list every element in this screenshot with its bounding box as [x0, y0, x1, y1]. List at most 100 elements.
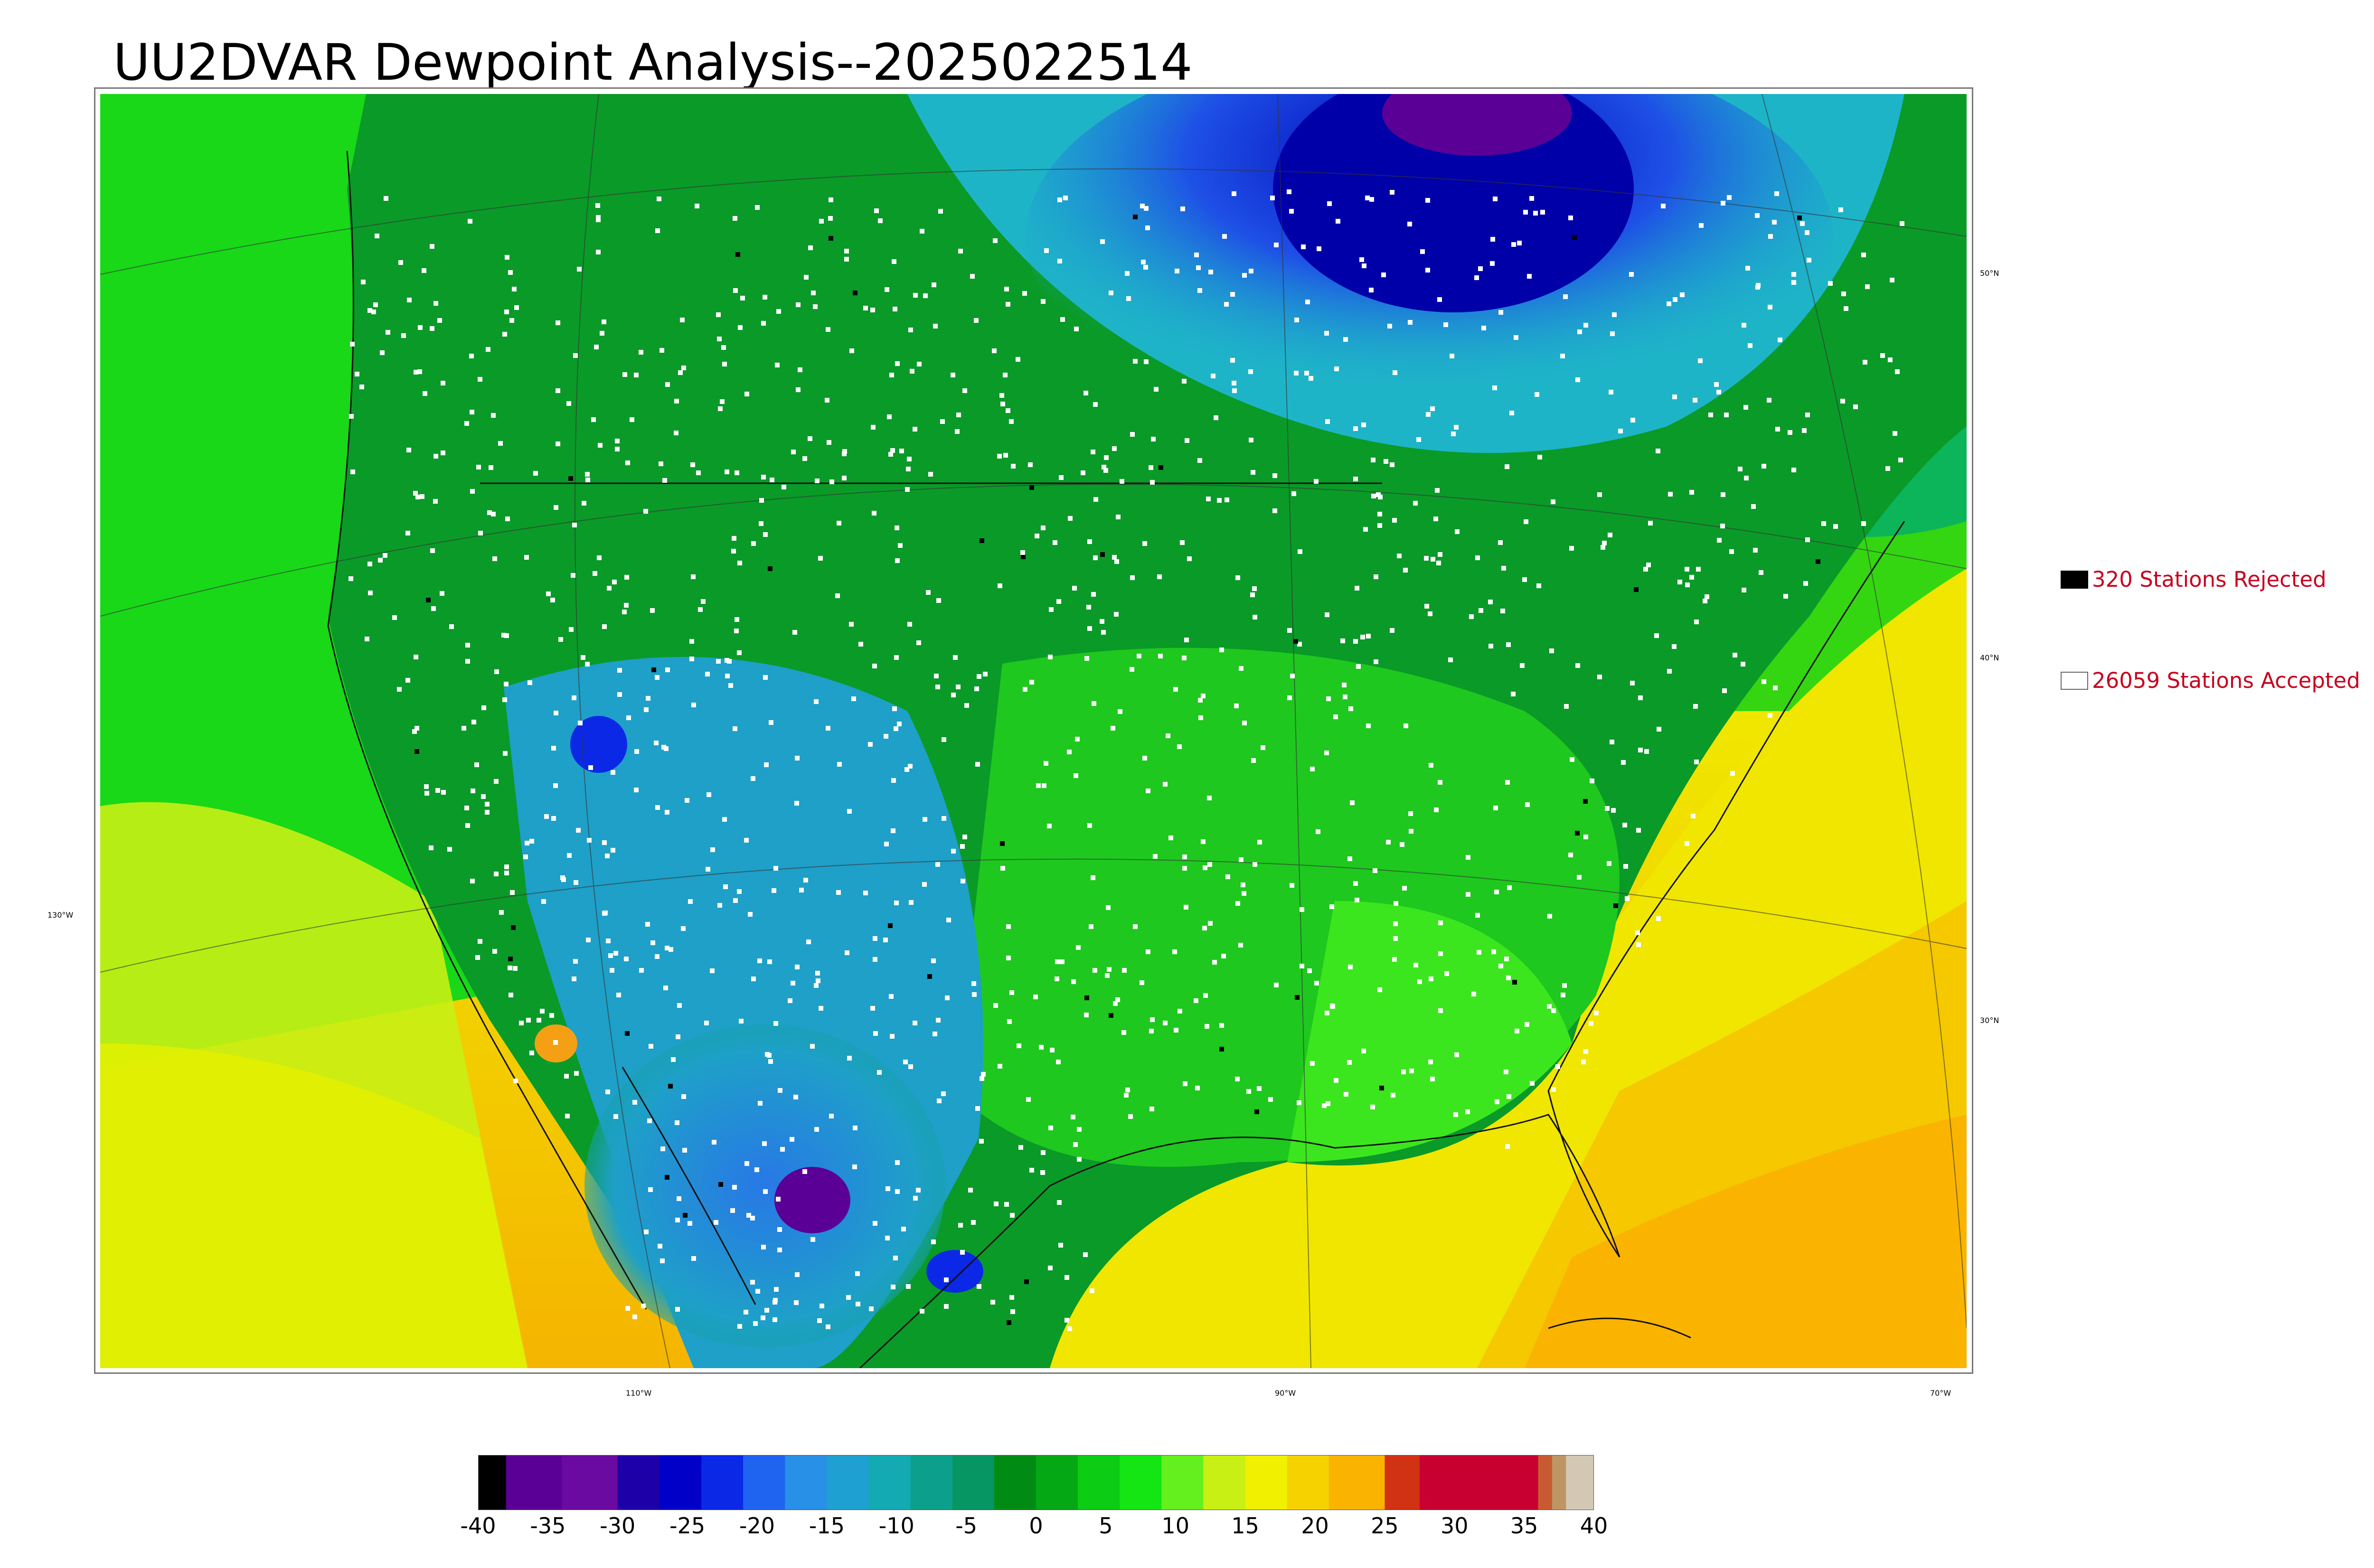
- accepted-station-marker: [671, 1057, 676, 1062]
- accepted-station-marker: [1377, 523, 1382, 528]
- accepted-station-marker: [504, 633, 509, 638]
- accepted-station-marker: [1202, 926, 1207, 930]
- accepted-station-marker: [764, 1308, 769, 1313]
- accepted-station-marker: [365, 637, 369, 641]
- accepted-station-marker: [863, 306, 868, 310]
- accepted-station-marker: [1083, 391, 1088, 395]
- colorbar-segment: [1245, 1455, 1288, 1510]
- accepted-station-marker: [1310, 1061, 1315, 1066]
- accepted-station-marker: [870, 308, 875, 312]
- accepted-station-marker: [1890, 278, 1894, 282]
- accepted-station-marker: [1343, 695, 1347, 699]
- accepted-station-marker: [647, 1118, 652, 1123]
- rejected-station-marker: [1084, 995, 1089, 1000]
- accepted-station-marker: [1287, 695, 1292, 700]
- accepted-station-marker: [774, 1287, 779, 1292]
- accepted-station-marker: [1195, 1086, 1200, 1090]
- rejected-station-marker: [1159, 465, 1163, 470]
- accepted-station-marker: [494, 779, 499, 784]
- accepted-station-marker: [1438, 920, 1443, 925]
- accepted-station-marker: [1530, 1081, 1535, 1086]
- accepted-station-marker: [1251, 758, 1256, 763]
- accepted-station-marker: [1490, 261, 1495, 266]
- colorbar-segment: [617, 1455, 660, 1510]
- accepted-station-marker: [1356, 664, 1361, 669]
- accepted-station-marker: [554, 505, 558, 510]
- accepted-station-marker: [1287, 189, 1291, 194]
- accepted-station-marker: [464, 806, 469, 810]
- lon-label-90: 90°W: [1275, 1389, 1296, 1398]
- accepted-station-marker: [746, 1213, 751, 1218]
- accepted-station-marker: [883, 938, 888, 942]
- accepted-station-marker: [953, 655, 958, 660]
- accepted-station-marker: [420, 494, 424, 499]
- accepted-station-marker: [895, 1160, 900, 1165]
- accepted-station-marker: [1111, 726, 1115, 731]
- accepted-station-marker: [487, 510, 492, 515]
- accepted-station-marker: [1009, 1295, 1014, 1300]
- accepted-station-marker: [1163, 782, 1168, 787]
- accepted-station-marker: [1183, 1081, 1187, 1086]
- lon-label-110: 110°W: [626, 1389, 652, 1398]
- accepted-station-marker: [1424, 556, 1429, 561]
- accepted-station-marker: [465, 823, 470, 828]
- accepted-station-marker: [1762, 464, 1766, 469]
- accepted-station-marker: [873, 1221, 877, 1226]
- colorbar-tick-label: -40: [460, 1513, 496, 1539]
- accepted-station-marker: [1549, 648, 1554, 653]
- accepted-station-marker: [1527, 274, 1532, 279]
- accepted-station-marker: [794, 1300, 799, 1305]
- accepted-station-marker: [415, 726, 419, 731]
- accepted-station-marker: [1753, 548, 1758, 553]
- accepted-station-marker: [870, 1006, 875, 1011]
- accepted-station-marker: [773, 1021, 778, 1026]
- accepted-station-marker: [776, 1197, 781, 1202]
- accepted-station-marker: [1225, 498, 1229, 502]
- accepted-station-marker: [975, 1106, 980, 1111]
- accepted-station-marker: [368, 591, 373, 595]
- accepted-station-marker: [894, 726, 898, 731]
- accepted-station-marker: [1334, 1078, 1338, 1083]
- accepted-station-marker: [695, 204, 699, 208]
- accepted-station-marker: [725, 658, 729, 663]
- accepted-station-marker: [1353, 426, 1358, 431]
- accepted-station-marker: [1821, 521, 1826, 526]
- colorbar-segment: [1036, 1455, 1078, 1510]
- rejected-station-marker: [1512, 980, 1517, 985]
- accepted-station-marker: [829, 197, 833, 202]
- accepted-station-marker: [1570, 757, 1574, 762]
- accepted-station-marker: [613, 1114, 618, 1119]
- accepted-station-marker: [1112, 555, 1117, 560]
- accepted-station-marker: [504, 310, 509, 314]
- accepted-station-marker: [1791, 468, 1796, 472]
- accepted-station-marker: [1366, 723, 1371, 728]
- accepted-station-marker: [1174, 1028, 1178, 1033]
- accepted-station-marker: [1104, 455, 1109, 460]
- accepted-station-marker: [817, 1318, 822, 1323]
- accepted-station-marker: [891, 778, 896, 783]
- accepted-station-marker: [1717, 538, 1722, 543]
- accepted-station-marker: [1636, 828, 1641, 833]
- accepted-station-marker: [889, 373, 894, 377]
- accepted-station-marker: [1474, 275, 1479, 280]
- accepted-station-marker: [560, 875, 565, 880]
- accepted-station-marker: [761, 475, 766, 479]
- accepted-station-marker: [691, 703, 696, 707]
- accepted-station-marker: [1371, 494, 1376, 498]
- accepted-station-marker: [906, 467, 911, 471]
- accepted-station-marker: [773, 866, 778, 871]
- accepted-station-marker: [935, 862, 940, 867]
- accepted-station-marker: [498, 441, 503, 446]
- colorbar-segment: [1161, 1455, 1204, 1510]
- accepted-station-marker: [658, 1244, 662, 1249]
- accepted-station-marker: [494, 872, 499, 876]
- accepted-station-marker: [544, 814, 549, 819]
- accepted-station-marker: [1182, 854, 1187, 859]
- accepted-station-marker: [1116, 515, 1121, 519]
- accepted-station-marker: [349, 576, 353, 581]
- colorbar-segment: [868, 1455, 911, 1510]
- accepted-station-marker: [617, 668, 622, 673]
- accepted-station-marker: [1087, 539, 1092, 544]
- accepted-station-marker: [1009, 419, 1014, 424]
- accepted-station-marker: [634, 788, 639, 792]
